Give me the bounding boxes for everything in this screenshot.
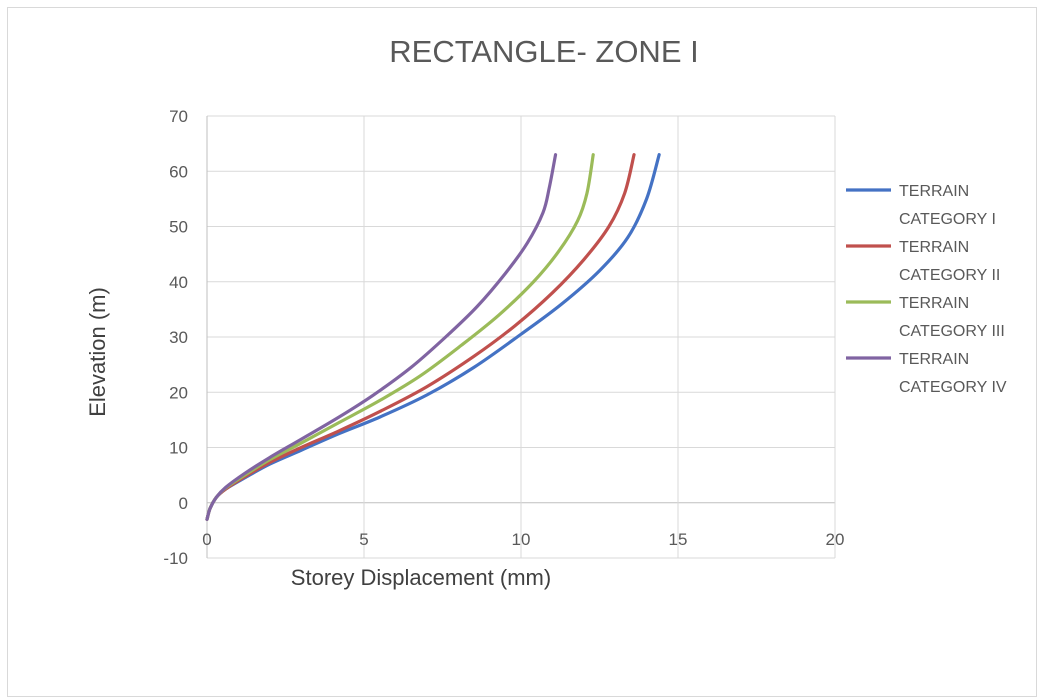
- legend-entry-2: TERRAIN CATEGORY II: [846, 239, 1000, 284]
- legend-label: TERRAIN CATEGORY III: [899, 295, 1005, 340]
- x-tick-label: 15: [669, 530, 688, 549]
- legend-label: TERRAIN CATEGORY IV: [899, 351, 1007, 396]
- legend-entry-3: TERRAIN CATEGORY III: [846, 295, 1005, 340]
- chart: RECTANGLE- ZONE I -10 0 10 20 30 40 50 60 70 0 5 10…: [85, 34, 1007, 590]
- legend-label: TERRAIN CATEGORY I: [899, 183, 996, 228]
- legend-label: TERRAIN CATEGORY II: [899, 239, 1000, 284]
- grid-lines: [206, 115, 836, 559]
- x-tick-label: 0: [202, 530, 211, 549]
- y-tick-label: -10: [163, 549, 188, 568]
- y-tick-label: 40: [169, 273, 188, 292]
- y-tick-label: 10: [169, 439, 188, 458]
- chart-frame: RECTANGLE- ZONE I -10 0 10 20 30 40 50 60 70 0 5 10…: [7, 7, 1037, 697]
- y-tick-label: 50: [169, 218, 188, 237]
- legend-entry-1: TERRAIN CATEGORY I: [846, 183, 996, 228]
- x-axis-title: Storey Displacement (mm): [291, 565, 551, 590]
- chart-title: RECTANGLE- ZONE I: [389, 34, 698, 69]
- legend-entry-4: TERRAIN CATEGORY IV: [846, 351, 1007, 396]
- series-lines: [205, 153, 661, 521]
- x-tick-label: 20: [826, 530, 845, 549]
- y-tick-label: 0: [179, 494, 188, 513]
- y-tick-label: 60: [169, 162, 188, 181]
- tick-labels: -10 0 10 20 30 40 50 60 70 0 5 10 15 20: [163, 107, 844, 568]
- legend: TERRAIN CATEGORY I TERRAIN CATEGORY II TERRA…: [846, 183, 1007, 396]
- y-tick-label: 30: [169, 328, 188, 347]
- y-tick-label: 70: [169, 107, 188, 126]
- y-axis-title: Elevation (m): [85, 287, 110, 417]
- y-tick-label: 20: [169, 383, 188, 402]
- series-line-4: [205, 153, 558, 521]
- x-tick-label: 5: [359, 530, 368, 549]
- x-tick-label: 10: [512, 530, 531, 549]
